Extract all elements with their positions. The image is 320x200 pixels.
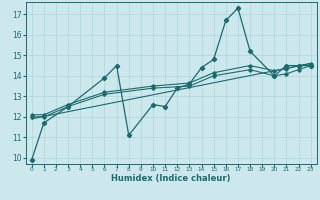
X-axis label: Humidex (Indice chaleur): Humidex (Indice chaleur) — [111, 174, 231, 183]
